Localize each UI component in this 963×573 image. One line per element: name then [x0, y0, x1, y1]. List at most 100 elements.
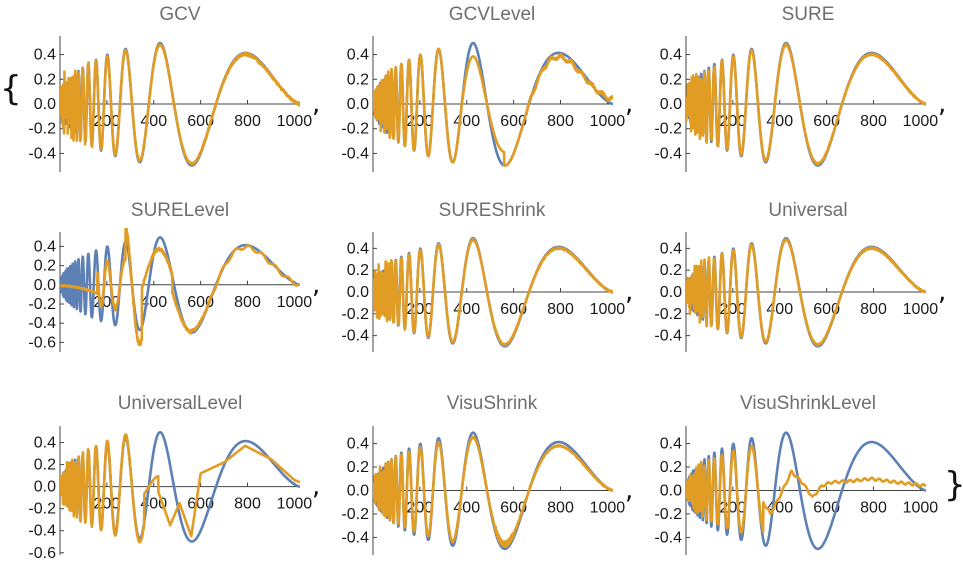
x-tick-label: 600 [187, 496, 214, 513]
y-tick-label: -0.4 [341, 529, 369, 546]
y-tick-label: -0.2 [28, 501, 56, 518]
y-tick-label: 0.2 [34, 71, 56, 88]
x-tick-label: 1000 [903, 113, 939, 130]
x-tick-label: 800 [234, 113, 261, 130]
y-tick-label: -0.4 [28, 523, 56, 540]
y-tick-label: 0.2 [34, 258, 56, 275]
x-tick-label: 800 [860, 113, 887, 130]
x-tick-label: 800 [547, 301, 574, 318]
x-tick-label: 400 [453, 500, 480, 517]
y-tick-label: 0.0 [660, 483, 682, 500]
y-tick-label: 0.2 [660, 71, 682, 88]
y-tick-label: 0.4 [347, 47, 369, 64]
y-tick-label: -0.2 [28, 296, 56, 313]
y-tick-label: 0.4 [660, 240, 682, 257]
x-tick-label: 1000 [590, 500, 626, 517]
x-tick-label: 800 [547, 113, 574, 130]
panel-title: SUREShrink [439, 200, 546, 221]
y-tick-label: 0.0 [347, 284, 369, 301]
y-tick-label: 0.0 [660, 284, 682, 301]
denoised-line [686, 238, 926, 347]
x-tick-label: 400 [766, 301, 793, 318]
x-tick-label: 400 [453, 301, 480, 318]
x-tick-label: 600 [813, 500, 840, 517]
x-tick-label: 600 [813, 113, 840, 130]
y-tick-label: 0.2 [347, 71, 369, 88]
y-tick-label: -0.4 [654, 529, 682, 546]
panel-title: GCV [159, 4, 201, 25]
open-brace: { [0, 69, 22, 109]
panel-title: SURELevel [131, 200, 229, 221]
denoised-line [373, 47, 613, 167]
y-tick-label: 0.2 [34, 457, 56, 474]
x-tick-label: 400 [453, 113, 480, 130]
y-tick-label: 0.2 [660, 262, 682, 279]
denoised-line [60, 433, 300, 544]
y-tick-label: 0.0 [34, 479, 56, 496]
denoised-line [60, 43, 300, 166]
y-tick-label: -0.2 [28, 121, 56, 138]
x-tick-label: 200 [407, 301, 434, 318]
y-tick-label: 0.0 [34, 277, 56, 294]
x-tick-label: 400 [766, 113, 793, 130]
x-tick-label: 1000 [590, 113, 626, 130]
x-tick-label: 800 [234, 294, 261, 311]
panel-title: Universal [768, 200, 847, 221]
panel-title: UniversalLevel [118, 393, 243, 414]
x-tick-label: 1000 [903, 500, 939, 517]
y-tick-label: 0.0 [347, 96, 369, 113]
list-separator: , [312, 270, 320, 300]
y-tick-label: 0.4 [347, 436, 369, 453]
x-tick-label: 1000 [903, 301, 939, 318]
y-tick-label: -0.4 [28, 145, 56, 162]
x-tick-label: 800 [860, 301, 887, 318]
denoised-line [686, 444, 926, 534]
x-tick-label: 400 [140, 113, 167, 130]
panel-title: VisuShrink [447, 393, 538, 414]
list-separator: , [938, 277, 946, 307]
y-tick-label: 0.4 [34, 435, 56, 452]
y-tick-label: 0.0 [347, 483, 369, 500]
x-tick-label: 1000 [590, 301, 626, 318]
x-tick-label: 600 [500, 113, 527, 130]
x-tick-label: 1000 [277, 113, 313, 130]
x-tick-label: 1000 [277, 294, 313, 311]
denoised-line [686, 42, 926, 166]
y-tick-label: 0.4 [347, 240, 369, 257]
y-tick-label: 0.0 [660, 96, 682, 113]
denoised-line [60, 228, 300, 347]
x-tick-label: 200 [720, 301, 747, 318]
list-separator: , [625, 89, 633, 119]
y-tick-label: 0.2 [347, 459, 369, 476]
list-separator: , [625, 476, 633, 506]
denoised-line [373, 237, 613, 347]
y-tick-label: -0.4 [28, 315, 56, 332]
y-tick-label: -0.2 [654, 506, 682, 523]
y-tick-label: -0.6 [28, 545, 56, 562]
y-tick-label: -0.2 [654, 306, 682, 323]
close-brace: } [944, 465, 963, 505]
y-tick-label: -0.2 [341, 506, 369, 523]
y-tick-label: 0.4 [34, 238, 56, 255]
y-tick-label: -0.4 [341, 328, 369, 345]
x-tick-label: 600 [187, 113, 214, 130]
panel-title: VisuShrinkLevel [740, 393, 876, 414]
y-tick-label: -0.4 [654, 145, 682, 162]
y-tick-label: 0.4 [34, 47, 56, 64]
list-separator: , [312, 472, 320, 502]
y-tick-label: -0.2 [654, 121, 682, 138]
denoised-line [373, 435, 613, 549]
x-tick-label: 1000 [277, 496, 313, 513]
y-tick-label: -0.2 [341, 306, 369, 323]
y-tick-label: 0.2 [660, 459, 682, 476]
y-tick-label: 0.4 [660, 47, 682, 64]
